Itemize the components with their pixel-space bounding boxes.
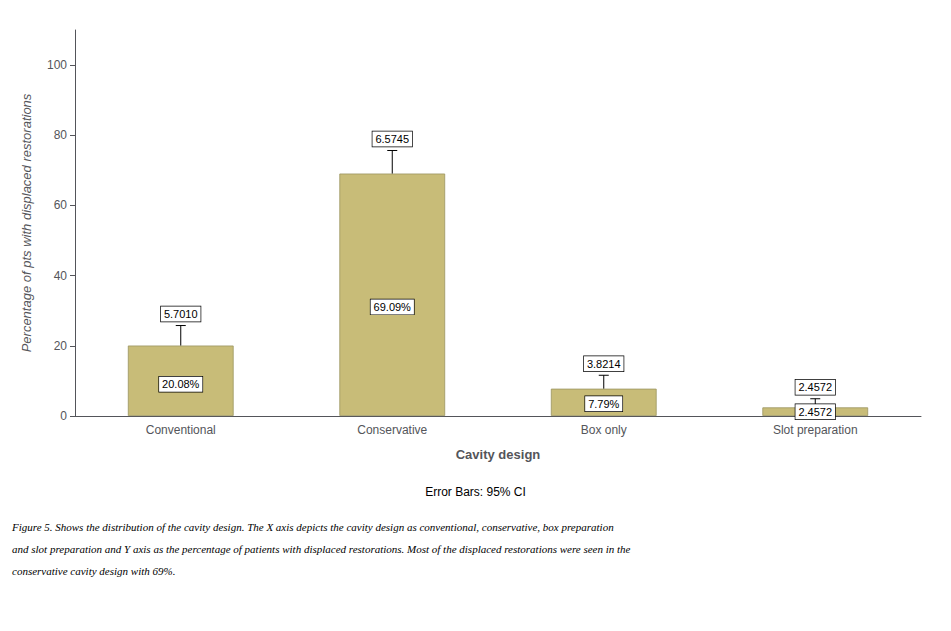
svg-text:conservative cavity design wit: conservative cavity design with 69%. — [12, 565, 175, 577]
svg-text:7.79%: 7.79% — [588, 398, 619, 410]
svg-text:69.09%: 69.09% — [374, 301, 412, 313]
svg-text:Slot preparation: Slot preparation — [773, 423, 858, 437]
svg-text:Figure 5. Shows the distributi: Figure 5. Shows the distribution of the … — [11, 521, 614, 533]
svg-text:2.4572: 2.4572 — [798, 406, 832, 418]
svg-text:80: 80 — [54, 128, 68, 142]
svg-text:20: 20 — [54, 339, 68, 353]
svg-text:and slot preparation and Y axi: and slot preparation and Y axis as the p… — [12, 543, 631, 555]
svg-text:5.7010: 5.7010 — [164, 308, 198, 320]
svg-text:6.5745: 6.5745 — [375, 133, 409, 145]
svg-text:0: 0 — [60, 409, 67, 423]
svg-text:20.08%: 20.08% — [162, 378, 200, 390]
svg-text:Box only: Box only — [581, 423, 627, 437]
svg-text:Cavity design: Cavity design — [456, 447, 541, 462]
svg-text:40: 40 — [54, 269, 68, 283]
svg-text:Error Bars: 95% CI: Error Bars: 95% CI — [425, 485, 526, 499]
svg-text:Conventional: Conventional — [146, 423, 216, 437]
svg-text:Percentage of pts with displac: Percentage of pts with displaced restora… — [19, 93, 34, 352]
svg-text:3.8214: 3.8214 — [587, 358, 621, 370]
svg-text:Conservative: Conservative — [357, 423, 427, 437]
svg-text:60: 60 — [54, 198, 68, 212]
svg-text:2.4572: 2.4572 — [798, 381, 832, 393]
svg-text:100: 100 — [47, 58, 67, 72]
